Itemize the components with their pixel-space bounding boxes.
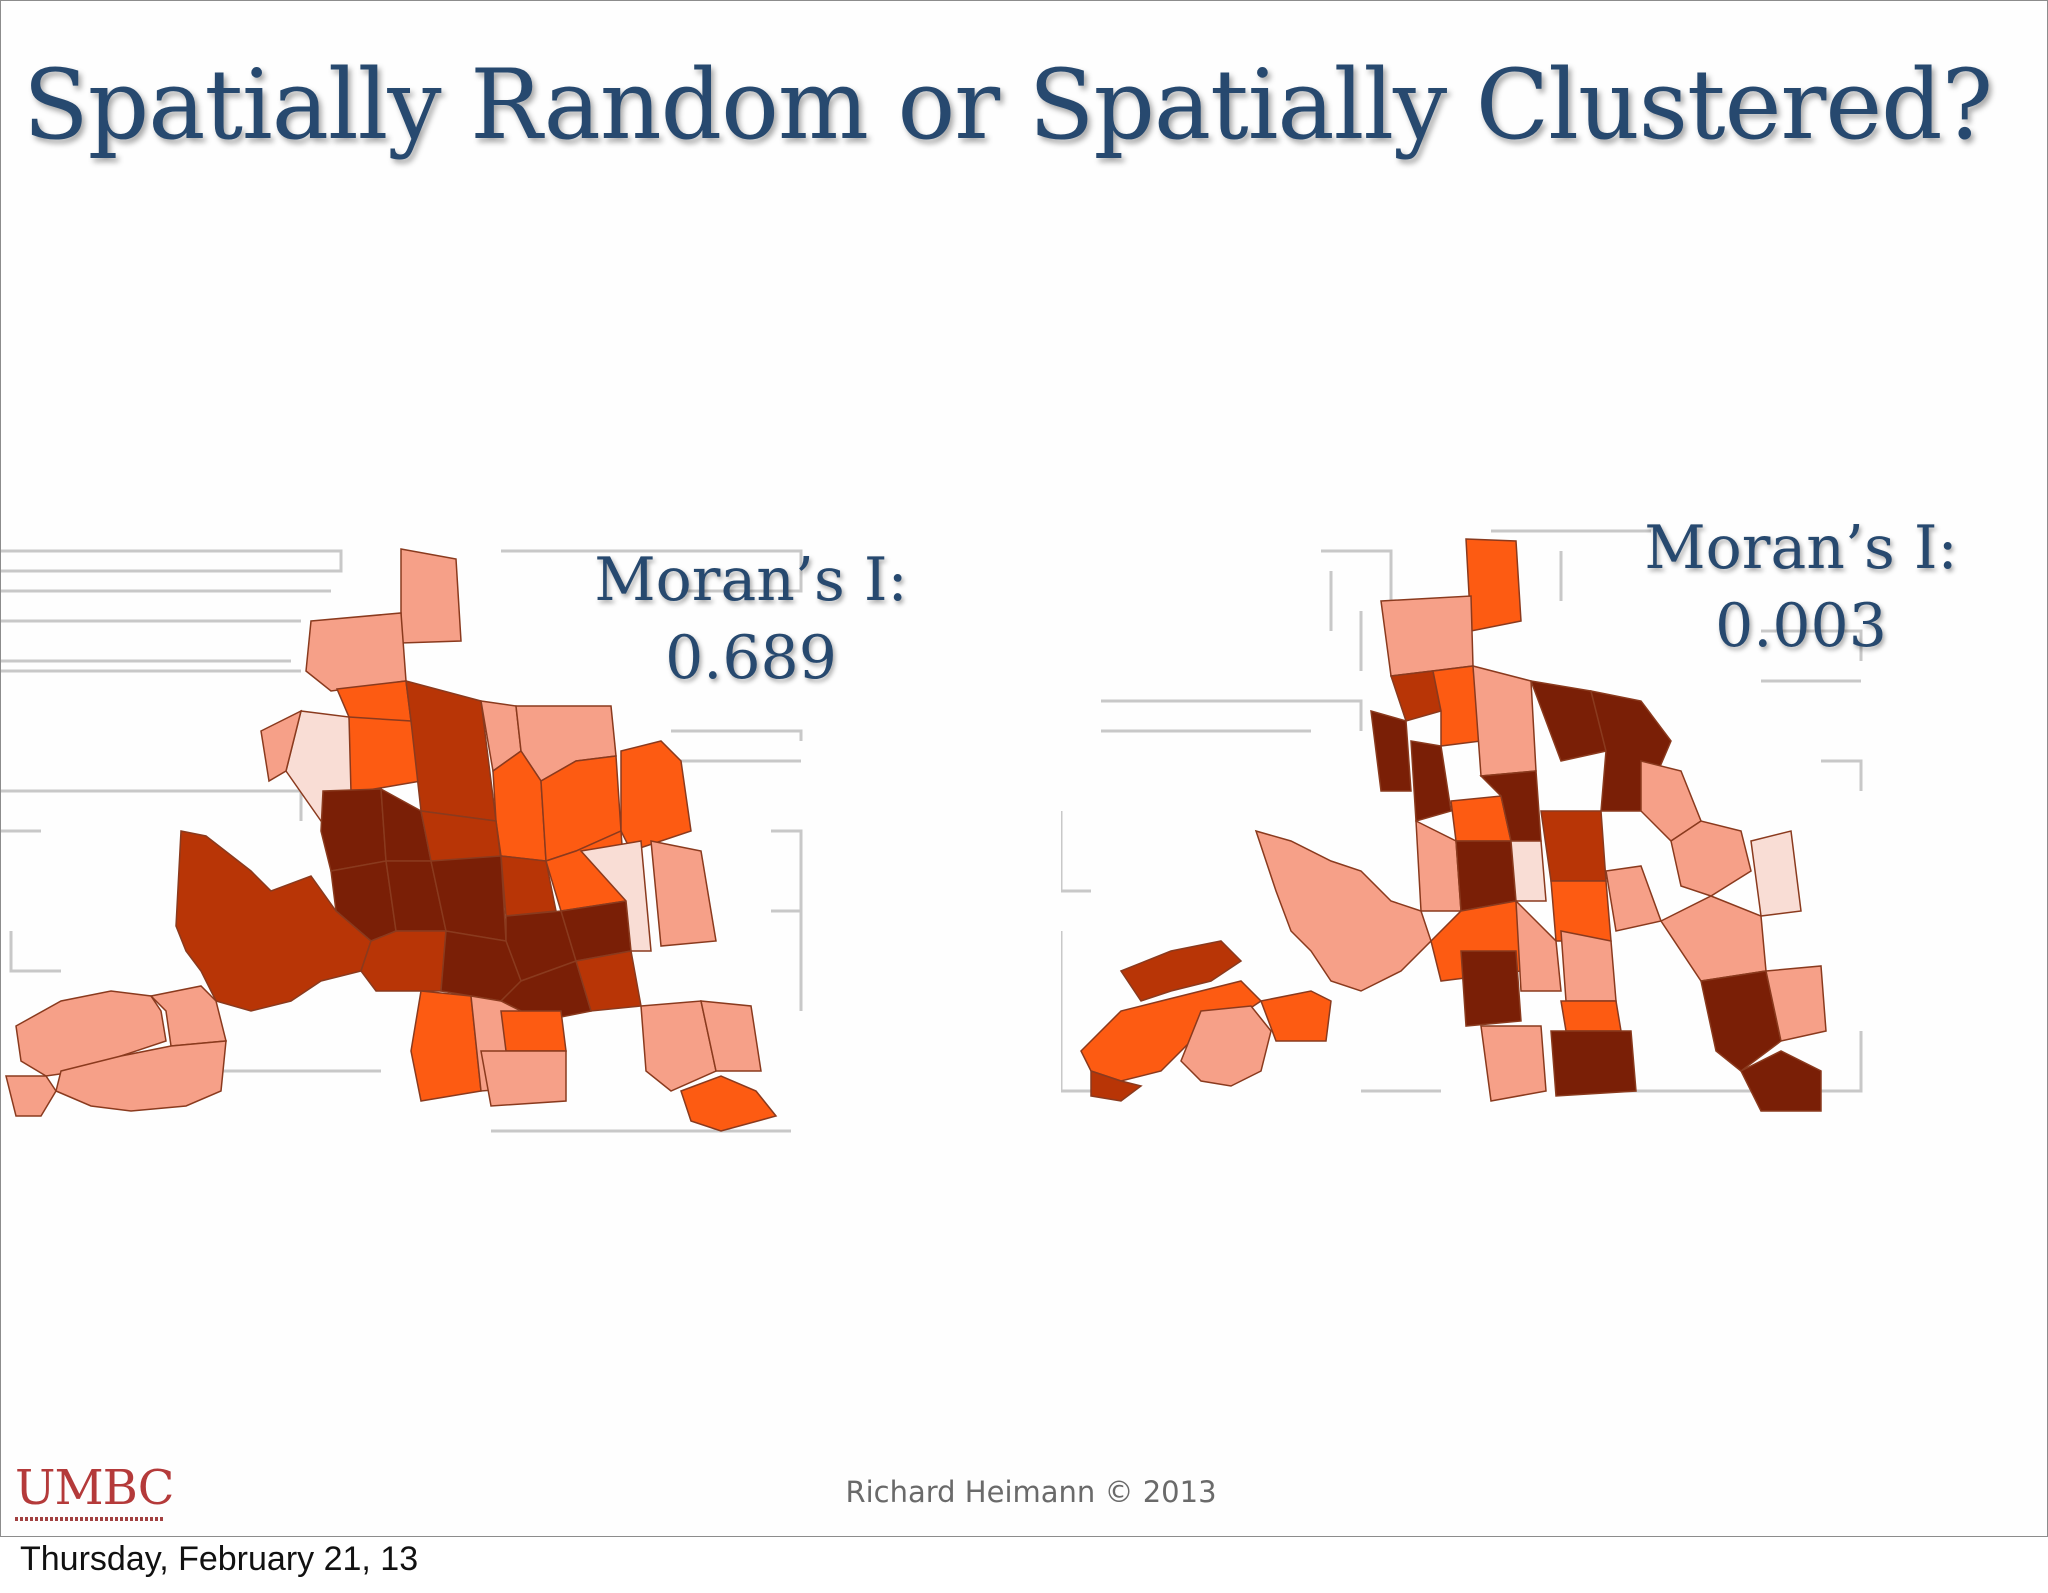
morans-i-random: Moran’s I: 0.003	[1611, 509, 1991, 665]
umbc-logo-text: UMBC	[15, 1460, 175, 1516]
slide: Spatially Random or Spatially Clustered?	[0, 0, 2048, 1537]
umbc-logo-tagline	[15, 1517, 163, 1521]
morans-i-clustered: Moran’s I: 0.689	[561, 541, 941, 697]
morans-i-label: Moran’s I:	[1644, 513, 1958, 583]
map-regions	[5, 548, 778, 1132]
footer-credit: Richard Heimann © 2013	[845, 1475, 1217, 1509]
slide-title: Spatially Random or Spatially Clustered?	[23, 49, 1993, 161]
choropleth-map-random	[1061, 529, 1863, 1112]
map-ghost-outlines	[1, 549, 803, 1133]
map-regions	[1080, 538, 1827, 1112]
map-ghost-outlines	[1061, 529, 1863, 1093]
morans-i-label: Moran’s I:	[594, 545, 908, 615]
slide-date: Thursday, February 21, 13	[20, 1540, 419, 1578]
choropleth-map-clustered	[1, 548, 803, 1133]
morans-i-value: 0.689	[665, 623, 837, 693]
umbc-logo: UMBC	[15, 1463, 175, 1525]
morans-i-value: 0.003	[1715, 591, 1887, 661]
